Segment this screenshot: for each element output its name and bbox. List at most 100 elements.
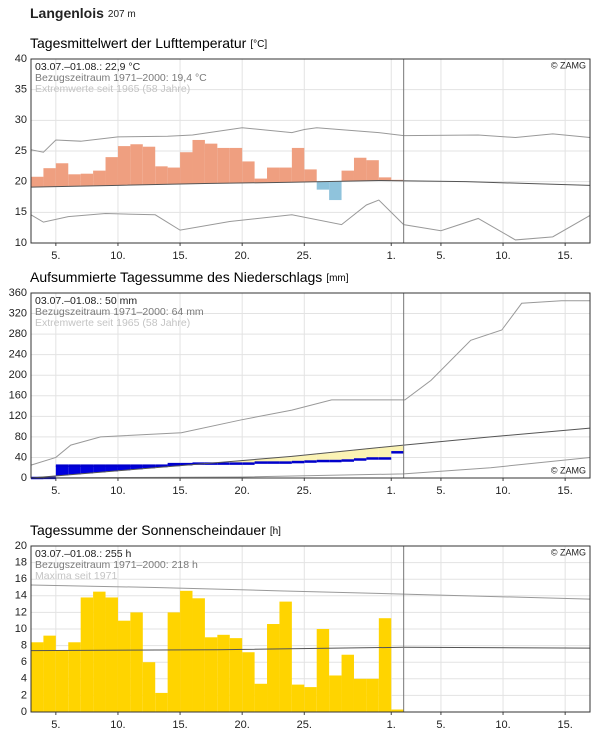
- elevation: 207 m: [108, 9, 136, 20]
- bar: [316, 453, 330, 462]
- bar: [93, 170, 106, 186]
- chart-title: Aufsummierte Tagessumme des Niederschlag…: [30, 269, 349, 285]
- bar: [341, 450, 354, 461]
- bar: [279, 167, 292, 183]
- bar: [378, 618, 392, 712]
- x-tick-label: 15.: [172, 485, 187, 497]
- title-text: Aufsummierte Tagessumme des Niederschlag…: [30, 269, 322, 285]
- bar: [353, 449, 367, 460]
- x-tick-label: 15.: [558, 485, 573, 497]
- title-text: Tagessumme der Sonnenscheindauer: [30, 522, 266, 538]
- bar: [341, 170, 354, 182]
- y-tick-label: 15: [15, 206, 27, 218]
- bar: [291, 684, 305, 712]
- x-tick-label: 5.: [51, 250, 60, 262]
- bar: [192, 139, 205, 184]
- y-tick-label: 25: [15, 145, 27, 157]
- bar: [304, 454, 317, 462]
- y-tick-label: 320: [9, 307, 27, 319]
- unit: [°C]: [250, 39, 267, 50]
- plot-frame: [30, 58, 591, 244]
- y-tick-label: 2: [21, 689, 27, 701]
- info-text: 03.07.–01.08.: 50 mm: [35, 295, 137, 307]
- chart-panel: Tagessumme der Sonnenscheindauer [h] 0 2 4 6 8…: [15, 522, 591, 729]
- y-tick-label: 0: [21, 472, 27, 484]
- y-tick-label: 20: [15, 176, 27, 188]
- x-tick-label: 5.: [436, 250, 445, 262]
- bar: [279, 601, 292, 712]
- unit: [mm]: [326, 273, 348, 284]
- x-tick-label: 10.: [110, 250, 125, 262]
- bar: [217, 634, 230, 712]
- y-tick-label: 12: [15, 606, 27, 618]
- x-tick-label: 20.: [235, 719, 250, 729]
- bar: [31, 642, 44, 712]
- bar: [353, 157, 367, 181]
- x-tick-label: 10.: [495, 250, 510, 262]
- bar: [254, 458, 268, 463]
- extreme-line: [30, 300, 590, 466]
- bar: [68, 174, 81, 187]
- info-text: Bezugszeitraum 1971–2000: 218 h: [35, 559, 198, 571]
- bar: [55, 163, 69, 187]
- bar: [378, 446, 392, 459]
- copyright: © ZAMG: [551, 547, 586, 557]
- bar: [142, 465, 156, 469]
- info-text: Maxima seit 1971: [35, 570, 117, 582]
- x-tick-label: 15.: [172, 719, 187, 729]
- bar: [180, 590, 193, 712]
- plot-frame: [30, 545, 591, 713]
- copyright: © ZAMG: [551, 60, 586, 70]
- bar: [80, 173, 94, 187]
- extreme-line: [30, 584, 591, 600]
- bar: [229, 638, 243, 712]
- x-tick-label: 5.: [51, 485, 60, 497]
- bar: [217, 147, 230, 184]
- y-tick-label: 160: [9, 390, 27, 402]
- chart-panel: Tagesmittelwert der Lufttemperatur [°C] 10…: [15, 35, 591, 262]
- bar: [329, 675, 342, 712]
- bar: [391, 445, 404, 453]
- y-tick-label: 20: [15, 540, 27, 552]
- y-tick-label: 8: [21, 640, 27, 652]
- bar: [366, 160, 379, 181]
- bar: [291, 147, 305, 183]
- x-tick-label: 15.: [558, 250, 573, 262]
- chart-panel: Aufsummierte Tagessumme des Niederschlag…: [9, 269, 591, 497]
- x-tick-label: 5.: [436, 485, 445, 497]
- bar: [80, 597, 94, 712]
- bar: [366, 448, 379, 459]
- bar: [304, 687, 317, 712]
- y-tick-label: 6: [21, 656, 27, 668]
- header: Langenlois 207 m: [30, 5, 136, 21]
- bar: [31, 176, 44, 188]
- y-tick-label: 280: [9, 328, 27, 340]
- x-tick-label: 15.: [172, 250, 187, 262]
- bar: [68, 642, 81, 712]
- bar: [329, 452, 342, 462]
- plot-frame: [30, 292, 591, 479]
- bar: [142, 662, 156, 712]
- bar: [105, 157, 118, 186]
- y-tick-label: 80: [15, 431, 27, 443]
- bar: [55, 650, 69, 712]
- reference-line: [30, 427, 591, 479]
- info-text: 03.07.–01.08.: 255 h: [35, 548, 131, 560]
- bar: [43, 168, 56, 187]
- y-tick-label: 4: [21, 673, 27, 685]
- x-tick-label: 10.: [110, 485, 125, 497]
- bar: [204, 637, 218, 712]
- y-tick-label: 10: [15, 623, 27, 635]
- y-tick-label: 14: [15, 590, 27, 602]
- bar: [130, 144, 143, 185]
- bar: [391, 709, 404, 712]
- y-tick-label: 360: [9, 287, 27, 299]
- bar: [242, 460, 255, 464]
- x-tick-label: 5.: [51, 719, 60, 729]
- bar: [341, 654, 354, 712]
- bar: [242, 652, 255, 712]
- info-text: Extremwerte seit 1965 (58 Jahre): [35, 317, 190, 329]
- y-tick-label: 240: [9, 349, 27, 361]
- reference-line: [30, 646, 591, 652]
- y-tick-label: 35: [15, 84, 27, 96]
